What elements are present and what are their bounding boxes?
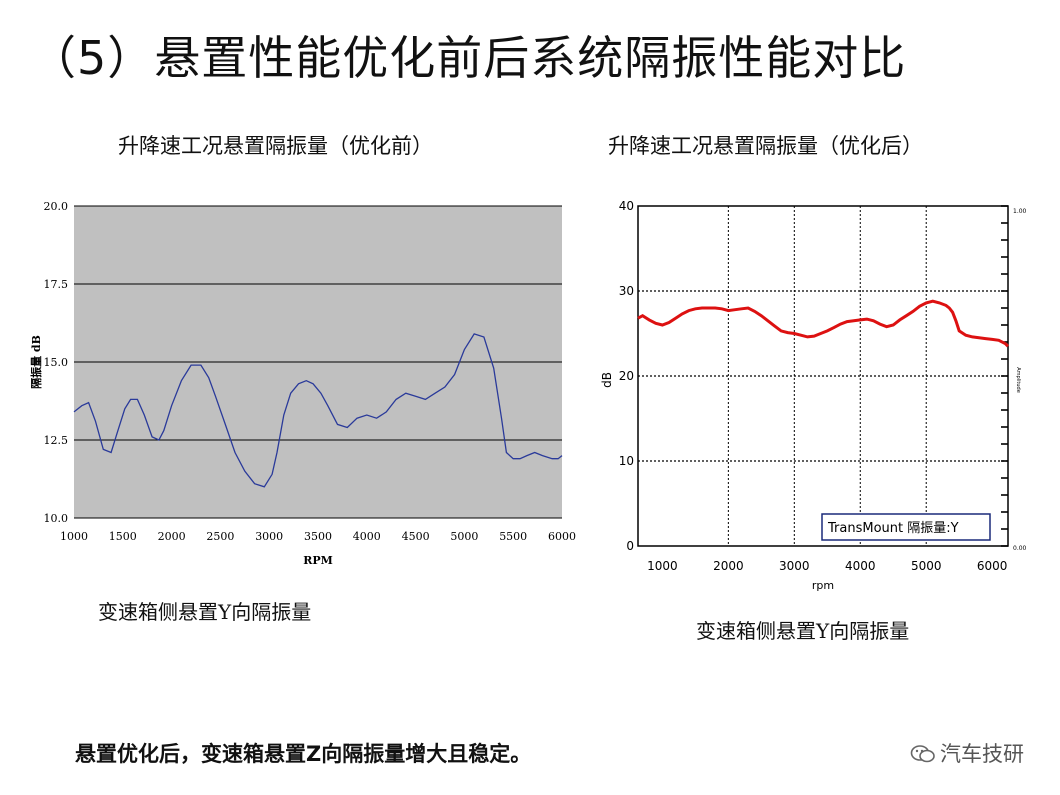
right-axis-label: Amplitude [1015,367,1021,393]
x-tick-label: 5000 [911,559,942,573]
x-tick-label: 5500 [499,530,527,543]
x-tick-label: 4000 [353,530,381,543]
page-title: （5）悬置性能优化前后系统隔振性能对比 [30,31,907,85]
x-tick-label: 2000 [158,530,186,543]
series-line-before [73,333,563,488]
y-tick-label: 30 [619,284,634,298]
right-axis-top-label: 1.00 [1013,208,1027,215]
x-tick-label: 4000 [845,559,876,573]
conclusion-text: 悬置优化后，变速箱悬置Z向隔振量增大且稳定。 [75,742,532,766]
right-axis-bottom-label: 0.00 [1013,545,1027,552]
x-tick-label: 2000 [713,559,744,573]
x-tick-label: 6000 [548,530,576,543]
x-axis-label-before: RPM [303,554,333,567]
series-line-after [637,299,1010,348]
y-tick-label: 0 [626,539,634,553]
chart-after-title: 升降速工况悬置隔振量（优化后） [608,134,923,158]
x-axis-label-after: rpm [812,579,834,592]
y-tick-label: 17.5 [44,278,69,291]
y-tick-label: 40 [619,199,634,213]
chart-after-caption: 变速箱侧悬置Y向隔振量 [696,619,910,643]
y-tick-label: 15.0 [44,356,69,369]
legend-after: TransMount 隔振量:Y [821,513,991,541]
x-tick-label: 4500 [402,530,430,543]
y-tick-label: 10 [619,454,634,468]
y-tick-label: 10.0 [44,512,69,525]
y-tick-label: 20 [619,369,634,383]
x-tick-label: 2500 [206,530,234,543]
x-tick-label: 6000 [977,559,1008,573]
brand-watermark: 汽车技研 [910,738,1024,768]
x-tick-label: 5000 [450,530,478,543]
chart-before-title: 升降速工况悬置隔振量（优化前） [118,134,433,158]
legend-label: TransMount 隔振量:Y [827,521,959,536]
brand-label: 汽车技研 [940,742,1024,766]
y-axis-label-before: 隔振量 dB [29,335,43,389]
x-tick-label: 3500 [304,530,332,543]
y-tick-label: 12.5 [44,434,69,447]
chart-after: 0 10 20 30 40 1000 2000 3000 4000 5000 6000 rpm dB… [600,199,1027,592]
chart-before: 10.0 12.5 15.0 17.5 20.0 1000 1500 2000 2500 3000… [29,200,576,567]
x-tick-label: 1500 [109,530,137,543]
chart-before-caption: 变速箱侧悬置Y向隔振量 [98,600,312,624]
x-tick-label: 3000 [255,530,283,543]
wechat-icon [910,744,936,764]
y-tick-label: 20.0 [44,200,69,213]
x-tick-label: 1000 [647,559,678,573]
x-tick-label: 3000 [779,559,810,573]
x-tick-label: 1000 [60,530,88,543]
y-axis-label-after: dB [600,372,614,388]
